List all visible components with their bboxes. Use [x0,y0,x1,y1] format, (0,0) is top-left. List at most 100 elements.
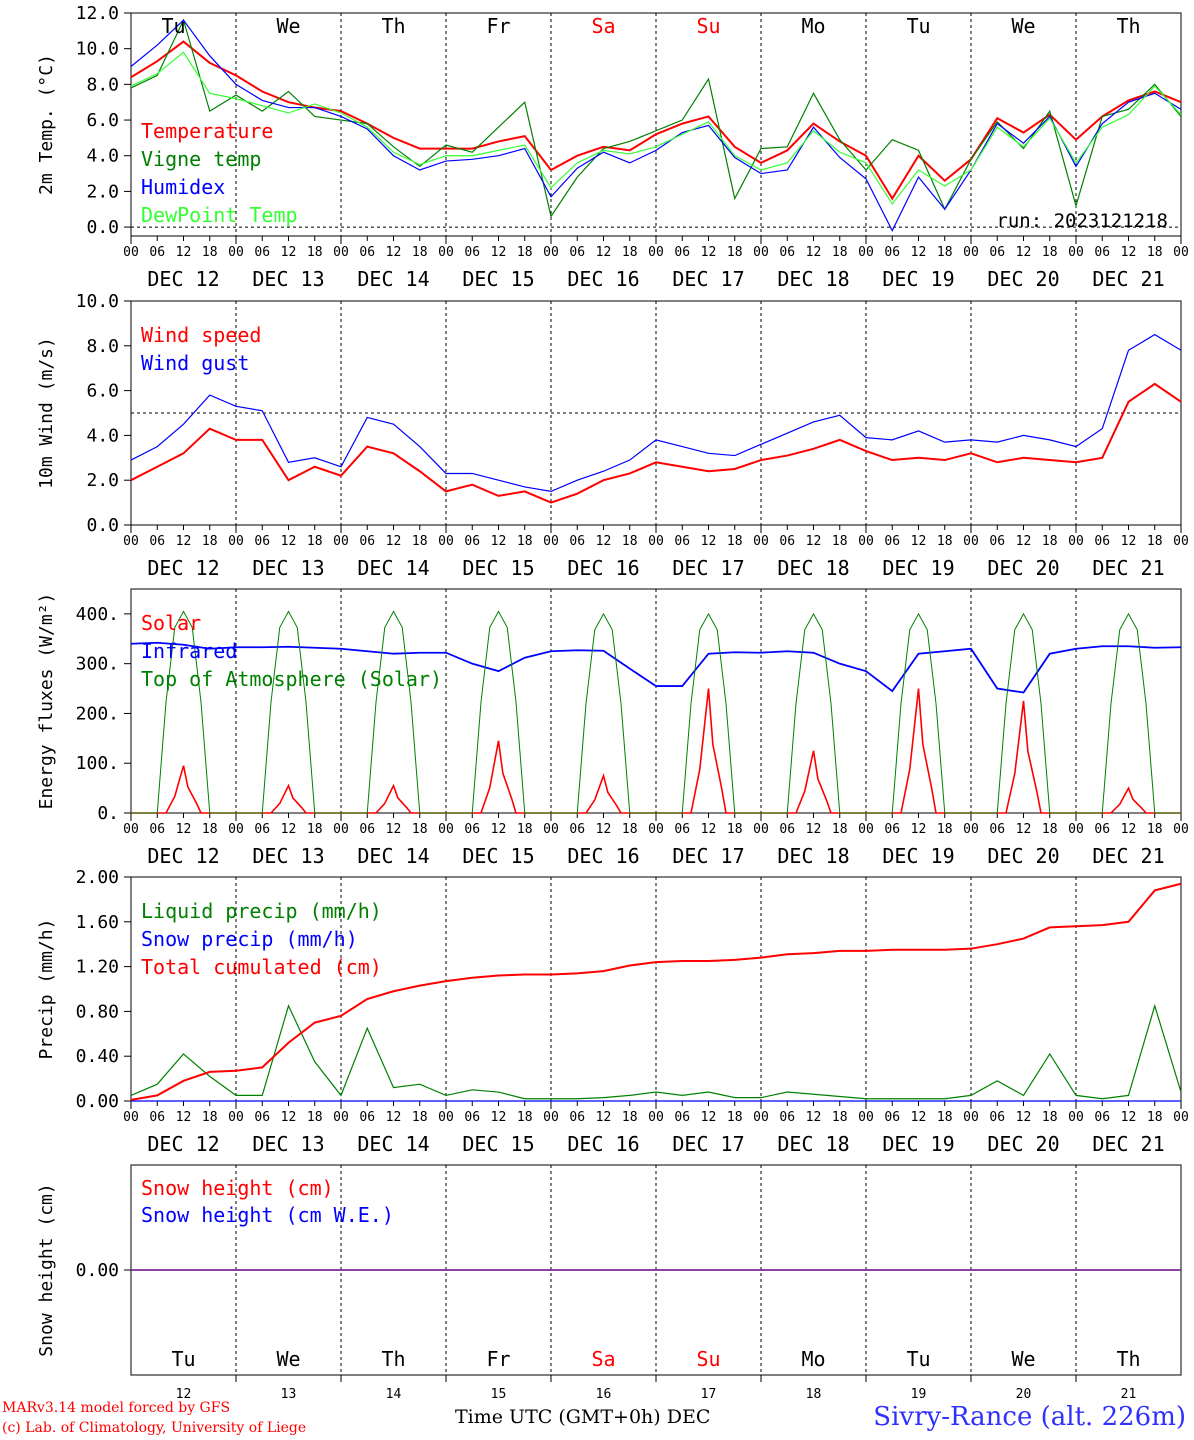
hour-tick-label: 12 [701,1110,717,1125]
hour-tick-label: 18 [1147,1110,1163,1125]
day-number-label: 12 [176,1387,192,1402]
hour-tick-label: 12 [386,245,402,260]
weekday-label: We [1011,1347,1035,1371]
hour-tick-label: 00 [228,1110,244,1125]
legend-entry: Humidex [141,175,225,199]
hour-tick-label: 12 [491,822,507,837]
hour-tick-label: 12 [701,245,717,260]
hour-tick-label: 12 [1121,1110,1137,1125]
hour-tick-label: 12 [386,534,402,549]
day-number-label: 18 [806,1387,822,1402]
series-line-top-of-atmosphere-solar- [656,612,761,814]
weekday-label: Tu [906,1347,930,1371]
hour-tick-label: 06 [149,534,165,549]
series-line-top-of-atmosphere-solar- [236,610,341,814]
hour-tick-label: 00 [1068,245,1084,260]
hour-tick-label: 18 [832,822,848,837]
hour-tick-label: 00 [858,1110,874,1125]
hour-tick-label: 18 [412,1110,428,1125]
series-line-temperature [130,40,1182,201]
y-tick-label: 0. [97,803,119,824]
hour-tick-label: 06 [779,534,795,549]
hour-tick-label: 12 [1121,822,1137,837]
hour-tick-label: 12 [1121,534,1137,549]
model-credit: MARv3.14 model forced by GFS [2,1400,231,1416]
y-tick-label: 0.0 [86,515,119,536]
hour-tick-label: 00 [1173,1110,1189,1125]
hour-tick-label: 18 [517,534,533,549]
hour-tick-label: 00 [543,822,559,837]
hour-tick-label: 06 [989,822,1005,837]
hour-tick-label: 18 [1042,245,1058,260]
legend-entry: DewPoint Temp [141,203,298,227]
date-label: DEC 18 [777,556,849,580]
hour-tick-label: 06 [989,1110,1005,1125]
hour-tick-label: 18 [832,1110,848,1125]
series-line-solar [1076,786,1181,814]
y-tick-label: 2.00 [76,867,119,888]
hour-tick-label: 00 [123,1110,139,1125]
hour-tick-label: 06 [149,822,165,837]
y-axis-label: Precip (mm/h) [36,919,57,1060]
weekday-label: We [276,1347,300,1371]
hour-tick-label: 18 [937,534,953,549]
hour-tick-label: 06 [359,822,375,837]
day-number-label: 20 [1016,1387,1032,1402]
weekday-label: Mo [801,1347,825,1371]
hour-tick-label: 06 [464,245,480,260]
hour-tick-label: 06 [464,534,480,549]
date-label: DEC 14 [357,844,429,868]
date-label: DEC 16 [567,844,639,868]
hour-tick-label: 00 [228,822,244,837]
y-tick-label: 1.60 [76,912,119,933]
hour-tick-label: 12 [281,822,297,837]
hour-tick-label: 18 [622,534,638,549]
legend-entry: Wind gust [141,351,249,375]
hour-tick-label: 00 [333,534,349,549]
series-line-solar [341,783,446,814]
date-label: DEC 20 [987,267,1059,291]
hour-tick-label: 06 [674,1110,690,1125]
hour-tick-label: 12 [1016,1110,1032,1125]
legend-entry: Top of Atmosphere (Solar) [141,667,442,691]
date-label: DEC 17 [672,556,744,580]
site-name: Sivry-Rance (alt. 226m) [873,1402,1186,1432]
y-tick-label: 8.0 [86,74,119,95]
y-tick-label: 0.0 [86,217,119,238]
legend-entry: Total cumulated (cm) [141,955,382,979]
hour-tick-label: 12 [701,822,717,837]
hour-tick-label: 12 [176,245,192,260]
legend-entry: Solar [141,611,201,635]
hour-tick-label: 00 [753,534,769,549]
hour-tick-label: 18 [517,1110,533,1125]
hour-tick-label: 12 [176,1110,192,1125]
hour-tick-label: 00 [648,245,664,260]
series-line-top-of-atmosphere-solar- [1076,612,1181,814]
hour-tick-label: 18 [622,822,638,837]
y-tick-label: 4.0 [86,425,119,446]
date-label: DEC 21 [1092,844,1164,868]
date-label: DEC 18 [777,844,849,868]
hour-tick-label: 12 [1016,822,1032,837]
hour-tick-label: 18 [202,822,218,837]
hour-tick-label: 06 [569,822,585,837]
weekday-label: Tu [906,14,930,38]
hour-tick-label: 06 [884,1110,900,1125]
hour-tick-label: 06 [779,245,795,260]
series-line-top-of-atmosphere-solar- [866,612,971,814]
weekday-label: Th [381,14,405,38]
legend-entry: Wind speed [141,323,261,347]
date-label: DEC 21 [1092,556,1164,580]
hour-tick-label: 00 [1173,245,1189,260]
weekday-label: We [1011,14,1035,38]
hour-tick-label: 06 [884,245,900,260]
date-label: DEC 20 [987,844,1059,868]
hour-tick-label: 12 [491,534,507,549]
series-line-liquid-precip-mm-h- [130,1003,1182,1100]
y-tick-label: 10.0 [76,39,119,60]
hour-tick-label: 12 [491,1110,507,1125]
date-label: DEC 19 [882,556,954,580]
series-line-wind-gust [130,333,1182,493]
day-number-label: 14 [386,1387,402,1402]
hour-tick-label: 00 [753,822,769,837]
